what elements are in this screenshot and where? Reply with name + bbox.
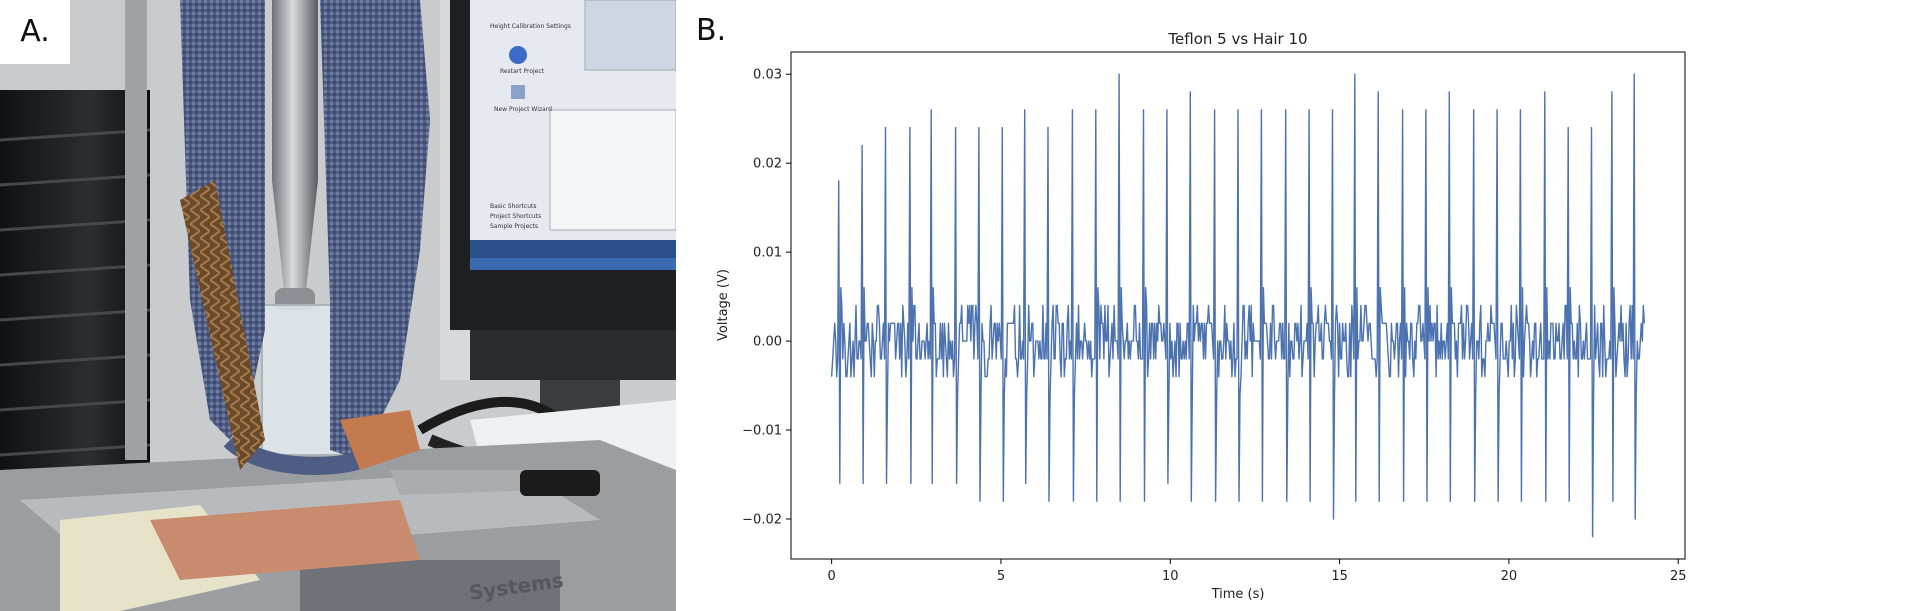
y-tick-label: −0.02 <box>742 512 782 527</box>
y-axis: −0.02 −0.01 0.00 0.01 0.02 0.03 <box>742 68 791 527</box>
experiment-photo: Height Calibration Settings Restart Proj… <box>0 0 676 611</box>
y-tick-label: −0.01 <box>742 424 782 439</box>
denim-strap-right <box>320 0 430 460</box>
x-tick-label: 25 <box>1670 569 1687 584</box>
y-axis-title: Voltage (V) <box>716 269 731 341</box>
x-tick-label: 10 <box>1162 569 1179 584</box>
x-axis: 0 5 10 15 20 25 <box>827 559 1687 584</box>
copper-foil <box>150 500 420 580</box>
panel-label-b: B. <box>696 13 727 48</box>
x-tick-label: 5 <box>997 569 1005 584</box>
x-tick-label: 0 <box>827 569 835 584</box>
voltage-chart: Teflon 5 vs Hair 10 0 5 10 15 20 25 −0.02 −0.0… <box>680 0 1920 611</box>
screen-text-2: Restart Project <box>500 68 545 75</box>
x-tick-label: 20 <box>1501 569 1518 584</box>
screen-text-6: Sample Projects <box>490 223 538 230</box>
x-tick-label: 15 <box>1331 569 1348 584</box>
panel-label-a: A. <box>0 0 70 64</box>
hair-sample <box>180 180 265 470</box>
chart-title: Teflon 5 vs Hair 10 <box>1167 30 1307 48</box>
y-tick-label: 0.01 <box>753 246 782 261</box>
series-line-voltage <box>830 73 1646 538</box>
screen-text-3: New Project Wizard <box>494 106 552 113</box>
chart-svg: Teflon 5 vs Hair 10 0 5 10 15 20 25 −0.02−0.0… <box>716 30 1687 602</box>
photo-illustration: Height Calibration Settings Restart Proj… <box>0 0 676 611</box>
y-tick-label: 0.00 <box>753 335 782 350</box>
plot-frame <box>790 51 1686 560</box>
panel-label-a-text: A. <box>20 14 50 49</box>
probe-shaft <box>272 0 318 180</box>
x-axis-title: Time (s) <box>1211 587 1265 602</box>
y-tick-label: 0.03 <box>753 68 782 83</box>
screen-text-4: Basic Shortcuts <box>490 203 536 210</box>
alligator-clip <box>390 470 540 495</box>
y-tick-label: 0.02 <box>753 157 782 172</box>
screen-text-1: Height Calibration Settings <box>490 23 571 30</box>
screen-text-5: Project Shortcuts <box>490 213 541 220</box>
